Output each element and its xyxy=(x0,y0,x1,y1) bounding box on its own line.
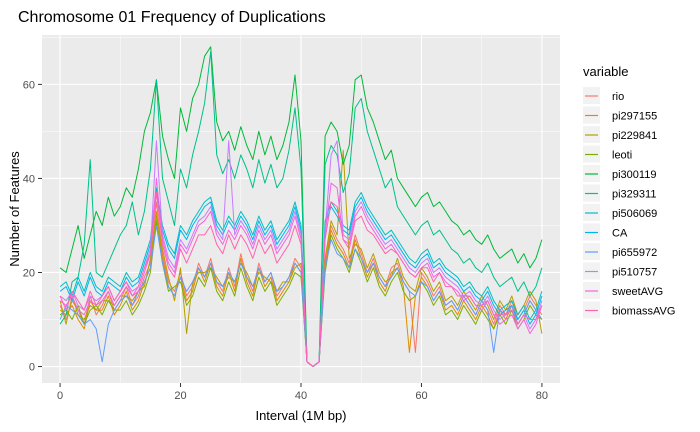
x-tick-label: 80 xyxy=(536,390,548,402)
x-tick-label: 20 xyxy=(174,390,186,402)
legend-label: sweetAVG xyxy=(612,286,663,298)
chart-title: Chromosome 01 Frequency of Duplications xyxy=(18,9,326,26)
legend-label: CA xyxy=(612,228,628,240)
series-lines xyxy=(59,46,543,367)
legend-label: rio xyxy=(612,91,624,103)
legend-label: leoti xyxy=(612,150,632,162)
series-line-biomassavg xyxy=(59,192,543,367)
x-tick-label: 0 xyxy=(57,390,63,402)
legend-label: pi655972 xyxy=(612,247,657,259)
y-tick-label: 20 xyxy=(23,267,35,279)
legend-label: pi297155 xyxy=(612,111,657,123)
series-line-ca xyxy=(59,192,543,367)
y-tick-label: 0 xyxy=(29,362,35,374)
legend-label: pi506069 xyxy=(612,208,657,220)
legend-title: variable xyxy=(583,64,629,79)
legend-label: biomassAVG xyxy=(612,306,675,318)
y-axis-title: Number of Features xyxy=(7,151,22,267)
y-tick-label: 60 xyxy=(23,79,35,91)
y-tick-label: 40 xyxy=(23,173,35,185)
legend-label: pi329311 xyxy=(612,189,656,201)
x-tick-label: 60 xyxy=(415,390,427,402)
series-line-pi655972 xyxy=(59,225,543,367)
series-line-pi300119 xyxy=(59,46,543,367)
legend-label: pi510757 xyxy=(612,267,657,279)
legend: variable rio pi297155 pi229841 leoti pi30011… xyxy=(583,64,675,319)
legend-label: pi229841 xyxy=(612,130,657,142)
x-tick-label: 40 xyxy=(295,390,307,402)
x-axis-title: Interval (1M bp) xyxy=(255,408,346,423)
series-line-sweetavg xyxy=(59,177,543,367)
legend-label: pi300119 xyxy=(612,169,656,181)
series-line-pi329311 xyxy=(59,51,543,367)
series-line-pi506069 xyxy=(59,187,543,367)
axes: 0 20 40 60 80 0 20 40 60 xyxy=(23,79,548,402)
